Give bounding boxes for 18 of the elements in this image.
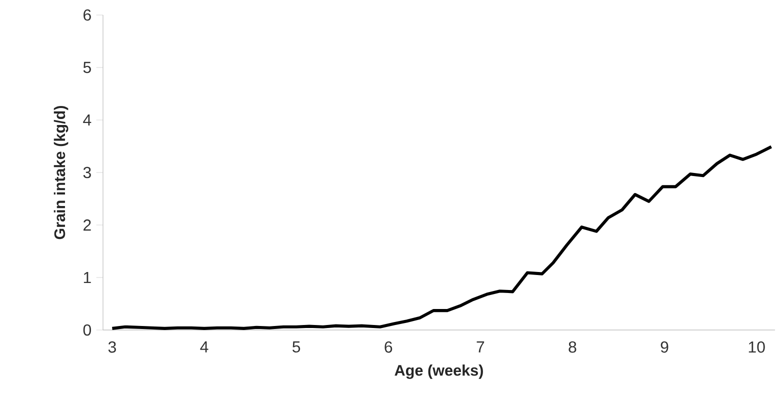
y-tick-label: 1 xyxy=(84,272,91,284)
y-tick-label: 2 xyxy=(84,219,91,231)
x-tick-label: 10 xyxy=(748,341,765,353)
x-tick-label: 4 xyxy=(200,341,208,352)
y-tick-label: 5 xyxy=(83,62,91,74)
y-tick-label: 0 xyxy=(83,324,92,336)
x-tick-label: 6 xyxy=(384,341,392,353)
y-tick-label: 6 xyxy=(84,9,91,21)
y-axis-title: Grain intake (kg/d) xyxy=(54,106,68,240)
x-tick-label: 3 xyxy=(108,341,116,353)
x-tick-label: 9 xyxy=(660,341,668,353)
line-series xyxy=(110,145,773,330)
x-tick-label: 8 xyxy=(568,341,576,353)
y-tick-label: 3 xyxy=(83,166,91,178)
x-tick-label: 5 xyxy=(292,341,300,353)
y-tick-label: 4 xyxy=(83,114,92,126)
x-tick-label: 7 xyxy=(476,341,484,352)
x-axis-title: Age (weeks) xyxy=(394,364,483,379)
